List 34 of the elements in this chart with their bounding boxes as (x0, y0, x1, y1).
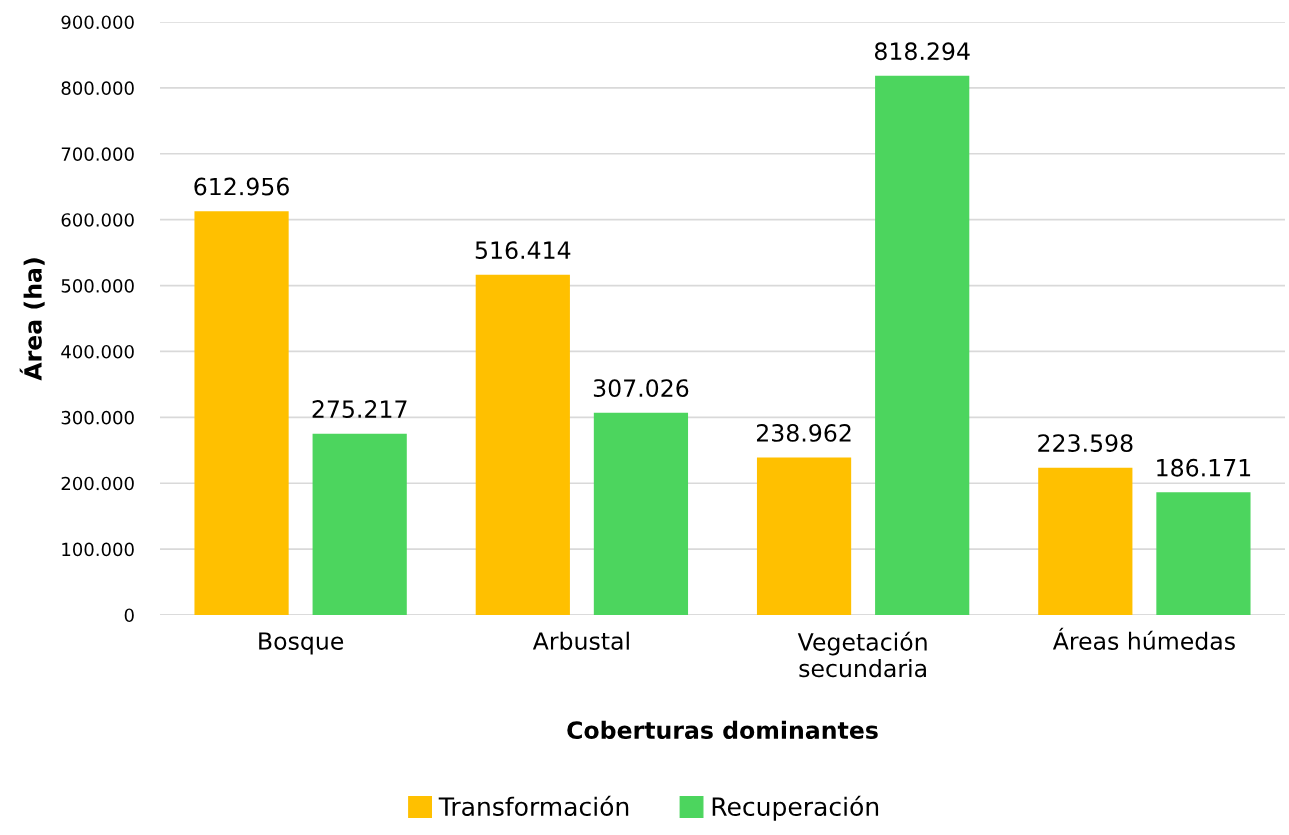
bar (312, 433, 407, 615)
x-tick-label: Bosque (259, 632, 344, 655)
y-tick-label: 200.000 (61, 476, 134, 491)
bar (475, 274, 570, 615)
x-tick-label: Áreas húmedas (1052, 627, 1235, 650)
bar (1038, 467, 1133, 615)
x-tick-label: Vegetación secundaria (797, 631, 927, 678)
y-tick-label: 600.000 (61, 213, 134, 227)
legend-label: Recuperación (712, 795, 879, 821)
bar (194, 211, 289, 615)
legend-label: Transformación (438, 795, 629, 817)
y-tick-label: 300.000 (61, 410, 134, 425)
y-axis-title: Área (ha) (19, 258, 45, 381)
y-tick-label: 400.000 (61, 344, 134, 359)
data-label: 516.414 (475, 241, 571, 260)
bar (756, 457, 852, 615)
y-tick-label: 100.000 (62, 542, 134, 557)
y-tick-label: 900.000 (61, 15, 134, 30)
x-axis-title: Coberturas dominantes (567, 720, 878, 740)
data-label: 223.598 (1038, 434, 1133, 452)
y-tick-label: 0 (124, 608, 134, 623)
data-label: 307.026 (593, 379, 689, 398)
y-tick-label: 800.000 (61, 81, 134, 96)
data-label: 612.956 (194, 177, 289, 196)
bar (1156, 492, 1251, 615)
data-label: 186.171 (1157, 458, 1251, 477)
data-label: 275.217 (312, 400, 407, 418)
bar (875, 75, 970, 615)
data-label: 818.294 (874, 42, 970, 61)
x-tick-label: Arbustal (532, 631, 629, 650)
y-tick-label: 700.000 (61, 147, 134, 161)
y-tick-label: 500.000 (61, 279, 134, 293)
bar (593, 412, 689, 615)
data-label: 238.962 (756, 424, 851, 442)
